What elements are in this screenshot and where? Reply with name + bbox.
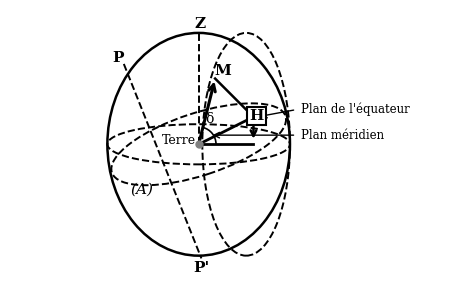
Text: H: H (249, 109, 263, 123)
Text: Z: Z (194, 17, 205, 31)
Text: Plan méridien: Plan méridien (300, 129, 383, 142)
Text: Terre: Terre (161, 134, 195, 147)
Text: (A): (A) (130, 183, 153, 197)
Text: P': P' (193, 260, 209, 275)
Text: M: M (213, 64, 231, 78)
Text: Plan de l'équateur: Plan de l'équateur (300, 103, 409, 116)
Text: δ: δ (205, 112, 213, 126)
Text: P: P (113, 51, 124, 64)
